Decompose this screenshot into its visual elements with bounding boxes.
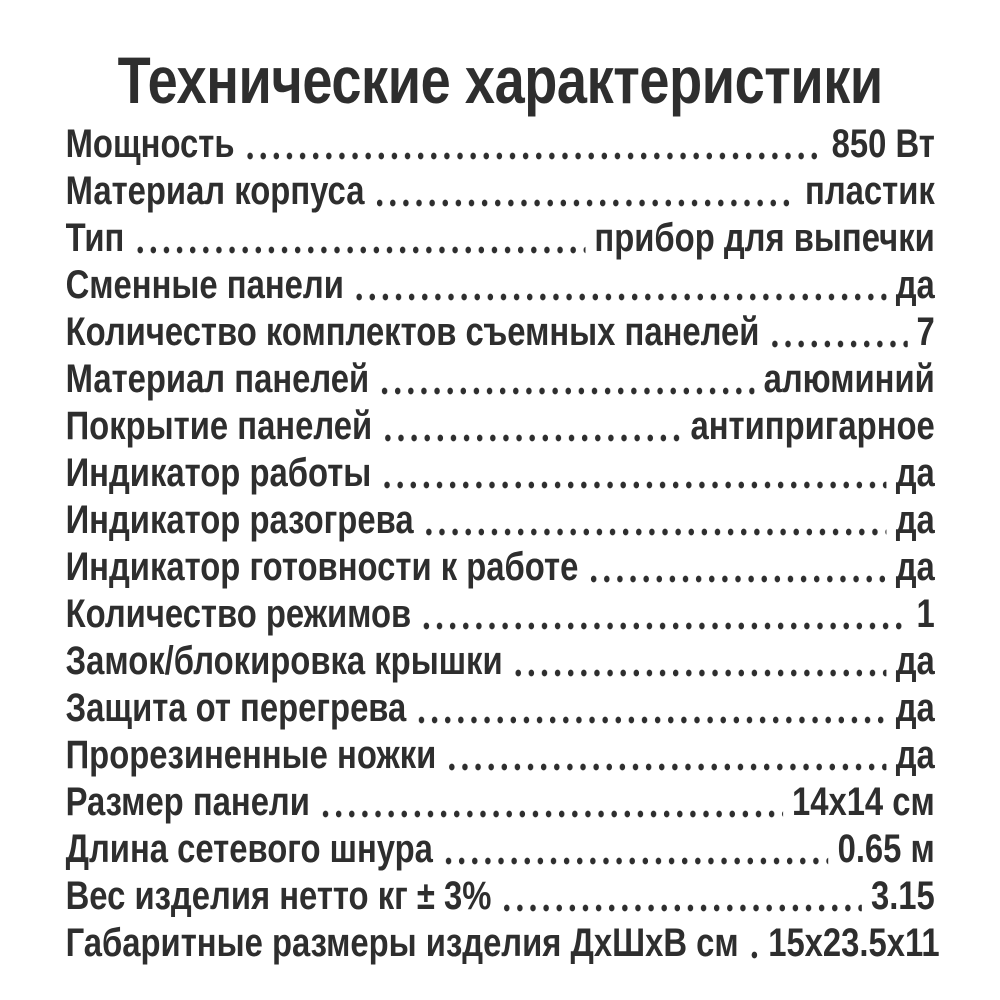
spec-label: Покрытие панелей bbox=[65, 404, 373, 448]
spec-row: Габаритные размеры изделия ДхШхВ см 15х2… bbox=[65, 920, 940, 967]
spec-label: Мощность bbox=[65, 122, 235, 166]
dot-leader bbox=[441, 826, 829, 873]
spec-row: Индикатор разогрева да bbox=[66, 497, 935, 544]
spec-label: Прорезиненные ножки bbox=[65, 733, 437, 777]
spec-value: 7 bbox=[916, 310, 935, 354]
spec-row: Сменные панели да bbox=[66, 262, 935, 309]
spec-value: да bbox=[895, 686, 935, 730]
spec-label: Количество комплектов съемных панелей bbox=[65, 310, 760, 354]
spec-row: Материал панелей алюминий bbox=[66, 356, 935, 403]
spec-label: Размер панели bbox=[65, 780, 310, 824]
spec-label: Материал корпуса bbox=[65, 169, 365, 213]
spec-value: да bbox=[895, 733, 935, 777]
spec-label: Индикатор работы bbox=[65, 451, 372, 495]
spec-value: алюминий bbox=[763, 357, 935, 401]
spec-label: Индикатор разогрева bbox=[65, 498, 414, 542]
dot-leader bbox=[373, 168, 797, 215]
spec-value: да bbox=[895, 263, 935, 307]
spec-sheet-content: Технические характеристики Мощность 850 … bbox=[0, 47, 1000, 967]
spec-value: да bbox=[895, 498, 935, 542]
spec-row: Покрытие панелей антипригарное bbox=[66, 403, 935, 450]
spec-row: Защита от перегрева да bbox=[66, 685, 935, 732]
dot-leader bbox=[420, 591, 908, 638]
dot-leader bbox=[587, 544, 887, 591]
dot-leader bbox=[511, 638, 887, 685]
dot-leader bbox=[352, 262, 887, 309]
spec-label: Вес изделия нетто кг ± 3% bbox=[65, 874, 492, 918]
spec-value: 1 bbox=[916, 592, 935, 636]
dot-leader bbox=[318, 779, 783, 826]
spec-label: Габаритные размеры изделия ДхШхВ см bbox=[65, 921, 739, 965]
spec-label: Сменные панели bbox=[65, 263, 344, 307]
dot-leader bbox=[422, 497, 887, 544]
dot-leader bbox=[133, 215, 586, 262]
spec-value: 850 Вт bbox=[831, 122, 935, 166]
dot-leader bbox=[500, 873, 862, 920]
spec-label: Количество режимов bbox=[65, 592, 412, 636]
dot-leader bbox=[378, 356, 755, 403]
spec-value: 0.65 м bbox=[837, 827, 935, 871]
spec-row: Мощность 850 Вт bbox=[66, 121, 935, 168]
spec-value: пластик bbox=[805, 169, 935, 213]
spec-row: Количество комплектов съемных панелей 7 bbox=[66, 309, 935, 356]
spec-rows: Мощность 850 Вт Материал корпуса пластик… bbox=[65, 121, 940, 967]
spec-value: да bbox=[895, 545, 935, 589]
dot-leader bbox=[380, 450, 887, 497]
spec-value: 15х23.5х11 bbox=[768, 921, 940, 965]
spec-row: Вес изделия нетто кг ± 3% 3.15 bbox=[66, 873, 935, 920]
spec-label: Защита от перегрева bbox=[65, 686, 407, 730]
spec-value: 3.15 bbox=[870, 874, 935, 918]
dot-leader bbox=[381, 403, 682, 450]
spec-label: Длина сетевого шнура bbox=[65, 827, 433, 871]
spec-label: Индикатор готовности к работе bbox=[65, 545, 579, 589]
spec-value: антипригарное bbox=[690, 404, 935, 448]
spec-value: прибор для выпечки bbox=[594, 216, 935, 260]
spec-label: Замок/блокировка крышки bbox=[65, 639, 503, 683]
spec-value: да bbox=[895, 451, 935, 495]
spec-row: Замок/блокировка крышки да bbox=[66, 638, 935, 685]
dot-leader bbox=[243, 121, 823, 168]
dot-leader bbox=[768, 309, 908, 356]
spec-label: Материал панелей bbox=[65, 357, 370, 401]
spec-row: Количество режимов 1 bbox=[66, 591, 935, 638]
dot-leader bbox=[415, 685, 887, 732]
spec-label: Тип bbox=[65, 216, 125, 260]
spec-row: Длина сетевого шнура 0.65 м bbox=[66, 826, 935, 873]
page-title: Технические характеристики bbox=[117, 43, 884, 117]
spec-row: Индикатор работы да bbox=[66, 450, 935, 497]
spec-row: Индикатор готовности к работе да bbox=[66, 544, 935, 591]
spec-row: Прорезиненные ножки да bbox=[66, 732, 935, 779]
spec-value: да bbox=[895, 639, 935, 683]
dot-leader bbox=[445, 732, 887, 779]
dot-leader bbox=[747, 920, 760, 967]
spec-row: Тип прибор для выпечки bbox=[66, 215, 935, 262]
spec-row: Материал корпуса пластик bbox=[66, 168, 935, 215]
spec-value: 14х14 см bbox=[791, 780, 935, 824]
spec-row: Размер панели 14х14 см bbox=[66, 779, 935, 826]
